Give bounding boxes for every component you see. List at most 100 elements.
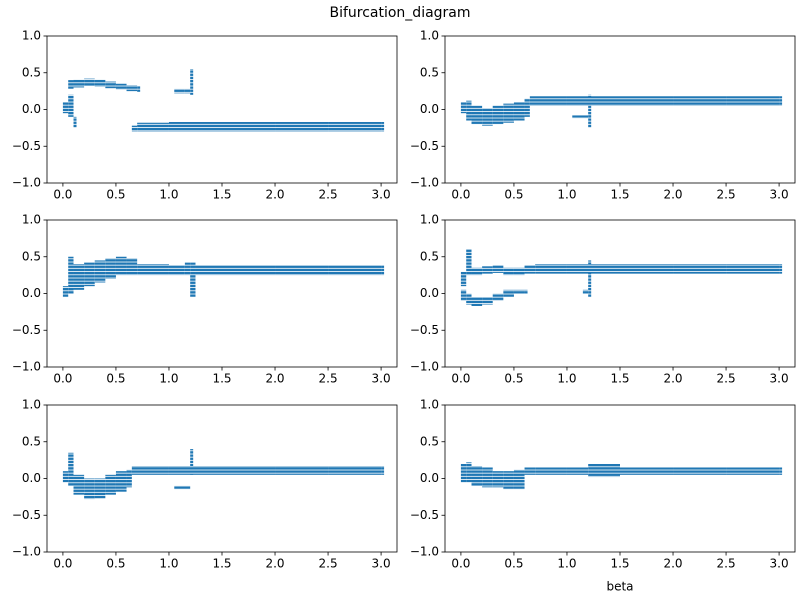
band-segment [275,466,329,475]
y-tick-label: −1.0 [410,360,439,374]
axes-frame [46,219,398,368]
band-segment [726,96,780,106]
band-segment [174,88,185,94]
band-segment [115,471,127,492]
band-segment [471,267,483,276]
band-segment [566,467,589,475]
band-segment [131,466,169,475]
band-segment [381,121,385,132]
band-segment [513,289,525,294]
x-tick-label: 1.5 [610,188,629,202]
band-segment [726,264,780,274]
band-segment [275,265,329,276]
band-segment [62,471,69,483]
band-segment [73,79,85,88]
band-segment [460,102,467,114]
band-segment [460,271,467,287]
x-tick-label: 2.5 [717,557,736,571]
band-segment [381,265,385,276]
band-segment [381,466,385,475]
band-segment [62,102,69,114]
x-tick-label: 0.0 [451,557,470,571]
plot-area [62,69,385,132]
band-segment [492,265,504,273]
band-segment [84,78,95,86]
x-tick-label: 2.5 [319,188,338,202]
band-segment [503,103,514,123]
x-tick-label: 3.0 [372,557,391,571]
x-tick-label: 0.5 [504,372,523,386]
band-segment [460,463,467,483]
band-segment [566,264,620,274]
band-segment [68,94,74,117]
band-segment [73,116,77,128]
band-segment [524,467,536,475]
y-tick-label: −0.5 [12,323,41,337]
band-segment [466,249,472,276]
x-tick-label: 0.0 [53,188,72,202]
x-tick-label: 2.0 [663,188,682,202]
band-segment [620,467,674,475]
band-segment [466,100,472,121]
x-tick-label: 2.5 [319,557,338,571]
band-segment [94,79,106,87]
y-tick-label: 0.5 [420,65,439,79]
band-segment [471,105,483,125]
band-segment [195,265,222,276]
y-tick-label: 0.0 [22,471,41,485]
band-segment [482,266,493,274]
band-segment [513,102,525,121]
x-tick-label: 1.5 [610,557,629,571]
x-tick-label: 3.0 [770,188,789,202]
band-segment [566,96,620,106]
y-tick-label: 1.0 [22,398,41,412]
x-tick-label: 2.0 [265,557,284,571]
y-tick-label: 1.0 [420,213,439,227]
band-segment [174,485,191,490]
y-tick-label: 0.5 [22,249,41,263]
band-segment [482,297,493,305]
axes-frame [46,35,398,184]
band-segment [588,463,620,478]
y-tick-label: −0.5 [410,139,439,153]
band-segment [513,469,525,490]
x-tick-label: 0.0 [53,372,72,386]
x-tick-label: 1.5 [610,372,629,386]
x-tick-label: 2.0 [663,557,682,571]
x-tick-label: 0.0 [451,188,470,202]
band-segment [137,85,141,92]
band-segment [328,466,382,475]
plot-area [460,249,783,306]
band-segment [482,108,493,126]
band-segment [131,125,138,132]
y-tick-label: 0.0 [420,471,439,485]
y-tick-label: −1.0 [12,545,41,559]
y-tick-label: 1.0 [420,398,439,412]
band-segment [137,264,169,276]
band-segment [588,94,592,128]
x-tick-label: 1.0 [557,372,576,386]
band-segment [620,264,674,274]
band-segment [184,262,191,276]
x-tick-label: 2.5 [319,372,338,386]
band-segment [779,96,783,106]
x-tick-label: 2.0 [663,372,682,386]
band-segment [524,289,528,294]
band-segment [779,264,783,274]
x-tick-label: 2.5 [717,188,736,202]
x-tick-label: 2.0 [265,372,284,386]
band-segment [68,80,74,89]
band-segment [168,265,185,276]
band-segment [168,121,222,132]
y-tick-label: −1.0 [410,176,439,190]
band-segment [126,469,132,488]
y-tick-label: −0.5 [410,323,439,337]
band-segment [84,478,95,500]
band-segment [137,122,169,132]
x-tick-label: 2.5 [717,372,736,386]
x-tick-label: 1.5 [212,372,231,386]
band-segment [582,289,589,294]
x-tick-label: 1.0 [557,557,576,571]
band-segment [492,293,504,301]
x-tick-label: 0.5 [106,557,125,571]
